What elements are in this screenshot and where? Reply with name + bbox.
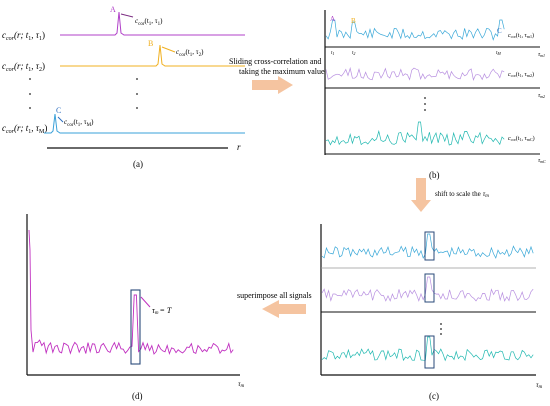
caption-c: (c) <box>429 391 439 401</box>
row-a1-label: ccor(r; t1, τ1) <box>2 30 45 42</box>
arrow-a-to-b: Sliding cross-correlation and taking the… <box>229 57 325 94</box>
arrow-ab-shape <box>252 76 293 94</box>
panel-b-series-2-label: ccor(t1, τm2) <box>508 71 534 78</box>
panel-b-series-3-label: ccor(t1, τmC) <box>508 135 535 142</box>
callout-a-pointer <box>120 13 134 18</box>
callout-b-pointer <box>161 46 176 53</box>
panel-c: τm (c) <box>320 224 543 401</box>
caption-b: (b) <box>429 170 440 180</box>
panel-b-axis-3-label: τmC <box>538 158 546 164</box>
arrow-bc-shape <box>411 178 431 212</box>
arrow-b-to-c: shift to scale the τm <box>411 178 489 212</box>
arrow-cd-text: superimpose all signals <box>237 291 312 300</box>
peak-letter-c: C <box>56 106 61 115</box>
panel-b-axis-2-label: τm2 <box>538 93 545 99</box>
panel-b-axis-1-label: τm1 <box>538 52 545 58</box>
arrow-ab-text-2: taking the maximum value <box>239 67 325 76</box>
peak-letter-a: A <box>110 5 116 14</box>
panel-b-row3-signal <box>325 121 505 146</box>
ellipsis-dots <box>29 78 138 109</box>
panel-b-tick-t2: t2 <box>352 51 355 56</box>
panel-c-box-1 <box>424 231 435 261</box>
caption-d: (d) <box>132 391 143 401</box>
panel-b: A B C t1 t2 tM ccor(t1, τm1) τm1 ccor(t1… <box>324 10 546 180</box>
caption-a: (a) <box>133 159 143 169</box>
panel-b-row2-signal <box>325 66 505 81</box>
callout-b-text: ccor(t1, τ2) <box>176 48 204 58</box>
panel-c-ellipsis <box>440 323 442 335</box>
panel-b-letter-c: C <box>497 27 502 35</box>
panel-b-ellipsis <box>424 97 426 111</box>
panel-c-box-3 <box>424 335 435 369</box>
panel-d-axis-label: τm <box>238 380 245 389</box>
panel-b-series-1-label: ccor(t1, τm1) <box>508 32 534 39</box>
panel-c-row2-signal <box>321 276 534 302</box>
panel-c-row3-signal <box>321 336 534 362</box>
row-a3-signal <box>44 113 245 134</box>
row-a2-signal <box>60 44 245 67</box>
panel-d-annotation: τm= T <box>152 306 172 316</box>
panel-a: ccor(r; t1, τ1) A ccor(t1, τ1) ccor(r; t… <box>2 5 245 169</box>
callout-a-text: ccor(t1, τ1) <box>135 17 163 27</box>
panel-c-row1-signal <box>321 233 534 259</box>
arrow-ab-text-1: Sliding cross-correlation and <box>229 57 321 66</box>
arrow-c-to-d: superimpose all signals <box>237 291 312 318</box>
arrow-cd-shape <box>262 300 306 318</box>
panel-b-tick-tM: tM <box>496 51 501 56</box>
panel-b-letter-a: A <box>330 15 335 23</box>
callout-c-pointer <box>57 116 64 123</box>
row-a2-label: ccor(r; t1, τ2) <box>2 61 45 73</box>
axis-r-label: r <box>237 142 241 152</box>
panel-c-box-2 <box>424 273 435 303</box>
panel-b-tick-t1: t1 <box>331 51 334 56</box>
row-a1-signal <box>60 11 245 36</box>
panel-b-letter-b: B <box>351 17 356 25</box>
panel-c-axis-label: τm <box>536 381 543 390</box>
panel-d: τm= T τm (d) <box>26 214 245 401</box>
panel-d-signal <box>28 229 234 356</box>
panel-b-row1-signal <box>325 19 505 41</box>
peak-letter-b: B <box>148 39 153 48</box>
callout-c-text: ccor(t1, τM) <box>64 118 94 128</box>
panel-d-box <box>130 289 141 365</box>
arrow-bc-text: shift to scale the τm <box>435 190 489 199</box>
panel-d-pointer <box>140 296 151 308</box>
row-a3-label: ccor(r; t1, τM) <box>2 123 47 135</box>
